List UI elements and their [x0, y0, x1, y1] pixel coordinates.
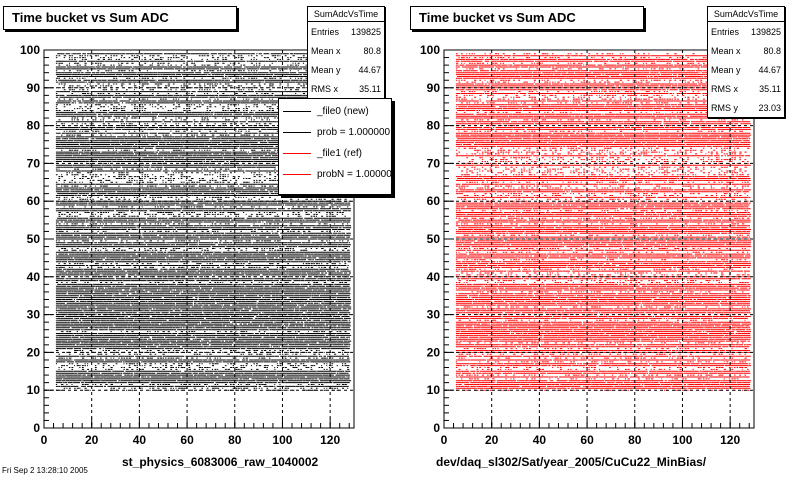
x-tick-label: 20 — [85, 433, 99, 447]
legend-line-prob — [283, 132, 311, 133]
y-axis: 0 10 20 30 40 50 60 70 80 90 100 — [420, 43, 454, 435]
right-histogram: 0 20 40 60 80 100 120 0 10 20 30 40 50 60 70 80 90 100 — [420, 43, 755, 447]
y-tick-label: 80 — [27, 119, 41, 133]
right-stats-name: SumAdcVsTime — [708, 7, 784, 22]
y-tick-label: 50 — [27, 232, 41, 246]
x-tick-label: 60 — [580, 433, 594, 447]
y-tick-label: 90 — [427, 81, 441, 95]
right-stats-row-rms-x: RMS x 35.11 — [711, 84, 781, 94]
timestamp-footnote: Fri Sep 2 13:28:10 2005 — [2, 466, 88, 475]
y-tick-label: 90 — [27, 81, 41, 95]
x-tick-label: 100 — [272, 433, 292, 447]
y-tick-label: 0 — [33, 421, 40, 435]
x-tick-label: 40 — [533, 433, 547, 447]
y-tick-label: 20 — [27, 345, 41, 359]
x-tick-label: 120 — [320, 433, 340, 447]
x-tick-label: 40 — [133, 433, 147, 447]
y-axis: 0 10 20 30 40 50 60 70 80 90 100 — [20, 43, 54, 435]
x-tick-label: 20 — [485, 433, 499, 447]
y-tick-label: 100 — [20, 43, 40, 57]
y-tick-label: 10 — [427, 383, 441, 397]
right-stats-row-mean-x: Mean x 80.8 — [711, 46, 781, 56]
y-tick-label: 60 — [27, 194, 41, 208]
y-tick-label: 100 — [420, 43, 440, 57]
left-stats-row-mean-y: Mean y 44.67 — [311, 65, 381, 75]
left-x-axis-title: st_physics_6083006_raw_1040002 — [122, 455, 319, 469]
left-stats-row-rms-x: RMS x 35.11 — [311, 84, 381, 94]
x-tick-label: 100 — [672, 433, 692, 447]
legend-line-probn — [283, 174, 311, 175]
left-stats-name: SumAdcVsTime — [308, 7, 384, 22]
y-tick-label: 30 — [27, 308, 41, 322]
left-stats-row-entries: Entries 139825 — [311, 27, 381, 37]
y-tick-label: 20 — [427, 345, 441, 359]
left-stats-row-mean-x: Mean x 80.8 — [311, 46, 381, 56]
right-stats-row-entries: Entries 139825 — [711, 27, 781, 37]
x-tick-label: 80 — [228, 433, 242, 447]
legend: _file0 (new) prob = 1.000000 _file1 (ref… — [278, 98, 392, 195]
x-tick-label: 120 — [720, 433, 740, 447]
y-tick-label: 40 — [27, 270, 41, 284]
right-x-axis-title: dev/daq_sl302/Sat/year_2005/CuCu22_MinBi… — [436, 455, 707, 469]
y-tick-label: 80 — [427, 119, 441, 133]
right-stats-row-rms-y: RMS y 23.03 — [711, 103, 781, 113]
x-tick-label: 80 — [628, 433, 642, 447]
legend-line-file0 — [283, 111, 311, 112]
y-tick-label: 30 — [427, 308, 441, 322]
legend-entry-file0: _file0 (new) — [279, 101, 391, 122]
right-stats-row-mean-y: Mean y 44.67 — [711, 65, 781, 75]
x-tick-label: 60 — [180, 433, 194, 447]
legend-entry-file1: _file1 (ref) — [279, 143, 391, 164]
x-axis: 0 20 40 60 80 100 120 — [441, 418, 750, 447]
y-tick-label: 70 — [427, 156, 441, 170]
legend-entry-probn: probN = 1.000000 — [279, 164, 391, 185]
y-tick-label: 50 — [427, 232, 441, 246]
legend-entry-prob: prob = 1.000000 — [279, 122, 391, 143]
y-tick-label: 0 — [433, 421, 440, 435]
right-stats-box: SumAdcVsTime Entries 139825 Mean x 80.8 … — [707, 6, 785, 118]
right-chart-title: Time bucket vs Sum ADC — [410, 6, 644, 30]
y-tick-label: 10 — [27, 383, 41, 397]
x-tick-label: 0 — [441, 433, 448, 447]
legend-line-file1 — [283, 153, 311, 154]
x-axis: 0 20 40 60 80 100 120 — [41, 418, 350, 447]
y-tick-label: 40 — [427, 270, 441, 284]
x-tick-label: 0 — [41, 433, 48, 447]
y-tick-label: 60 — [427, 194, 441, 208]
y-tick-label: 70 — [27, 156, 41, 170]
left-chart-title: Time bucket vs Sum ADC — [3, 6, 237, 30]
